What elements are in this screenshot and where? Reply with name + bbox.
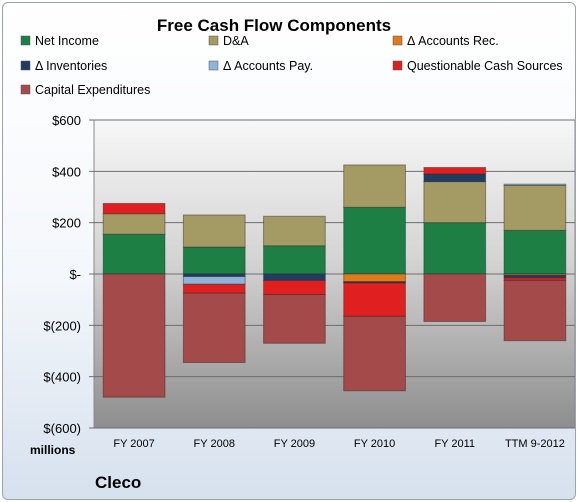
bar-stack-fy-2010 [343, 164, 406, 392]
bar-segment-capital-expenditures [102, 273, 166, 398]
bar-stacks [102, 164, 567, 398]
bar-segment-questionable-cash-sources [263, 279, 326, 296]
bar-segment-net-income [503, 229, 567, 275]
bar-stack-fy-2009 [263, 215, 326, 344]
legend-label-delta-inventories: Δ Inventories [35, 59, 107, 73]
legend-label-delta-accounts-rec: Δ Accounts Rec. [407, 34, 499, 48]
legend-swatch-questionable-cash-sources [392, 60, 403, 71]
bar-segment-capital-expenditures [423, 273, 487, 322]
y-tick-label: $(400) [43, 370, 81, 385]
bar-segment-delta-accounts-pay [503, 183, 567, 186]
bar-segment-d-a [343, 164, 406, 208]
legend-label-net-income: Net Income [35, 34, 99, 48]
bar-segment-net-income [102, 233, 166, 275]
legend-swatch-net-income [20, 35, 31, 46]
legend-label-d-a: D&A [223, 34, 249, 48]
x-tick-label: FY 2011 [434, 438, 475, 450]
bar-segment-delta-inventories [263, 273, 326, 281]
legend-label-capital-expenditures: Capital Expenditures [35, 83, 150, 97]
bar-segment-delta-accounts-rec [343, 273, 406, 283]
bar-segment-delta-accounts-pay [182, 276, 246, 285]
bar-segment-d-a [102, 213, 166, 235]
company-label: Cleco [95, 473, 141, 492]
bar-segment-capital-expenditures [182, 292, 246, 364]
x-tick-label: TTM 9-2012 [505, 438, 565, 450]
bar-segment-net-income [182, 246, 246, 275]
y-tick-label: $200 [52, 216, 81, 231]
bar-stack-ttm-9-2012 [503, 183, 567, 342]
bar-segment-d-a [503, 184, 567, 231]
bar-segment-questionable-cash-sources [182, 283, 246, 294]
legend-swatch-d-a [208, 35, 219, 46]
gridlines [94, 119, 575, 429]
y-tick-label: $(200) [43, 318, 81, 333]
y-tick-label: $400 [52, 164, 81, 179]
y-tick-label: $- [69, 267, 81, 282]
y-tick-label: $(600) [43, 421, 81, 436]
bar-segment-questionable-cash-sources [102, 202, 166, 215]
bar-stack-fy-2011 [423, 166, 487, 322]
x-tick-label: FY 2007 [113, 438, 154, 450]
bar-segment-delta-inventories [423, 173, 487, 183]
legend-swatch-delta-inventories [20, 60, 31, 71]
free-cash-flow-chart: Free Cash Flow Components Net Income D&A Δ… [20, 16, 575, 492]
x-tick-label: FY 2008 [194, 438, 235, 450]
x-tick-label: FY 2010 [354, 438, 395, 450]
chart-title: Free Cash Flow Components [157, 16, 391, 35]
x-tick-label: FY 2009 [274, 438, 315, 450]
bar-stack-fy-2008 [182, 214, 246, 364]
bar-segment-capital-expenditures [263, 294, 326, 344]
x-axis-ticks: FY 2007 FY 2008 FY 2009 FY 2010 FY 2011 TTM 9… [113, 438, 564, 450]
bar-stack-fy-2007 [102, 202, 166, 398]
legend: Net Income D&A Δ Accounts Rec. Δ Inventorie… [20, 34, 563, 97]
bar-segment-net-income [343, 206, 406, 275]
bar-segment-questionable-cash-sources [343, 282, 406, 317]
bar-segment-d-a [263, 215, 326, 247]
units-label: millions [30, 443, 76, 457]
bar-segment-net-income [263, 245, 326, 275]
legend-label-questionable-cash-sources: Questionable Cash Sources [407, 59, 563, 73]
legend-label-delta-accounts-pay: Δ Accounts Pay. [223, 59, 313, 73]
y-tick-label: $600 [52, 113, 81, 128]
bar-segment-questionable-cash-sources [423, 166, 487, 175]
bar-segment-capital-expenditures [503, 279, 567, 342]
legend-swatch-capital-expenditures [20, 84, 31, 95]
bar-segment-capital-expenditures [343, 315, 406, 392]
legend-swatch-delta-accounts-pay [208, 60, 219, 71]
y-axis-ticks: $600 $400 $200 $- $(200) $(400) $(600) [43, 113, 94, 436]
bar-segment-d-a [423, 181, 487, 224]
bar-segment-net-income [423, 222, 487, 275]
legend-swatch-delta-accounts-rec [392, 35, 403, 46]
bar-segment-d-a [182, 214, 246, 248]
